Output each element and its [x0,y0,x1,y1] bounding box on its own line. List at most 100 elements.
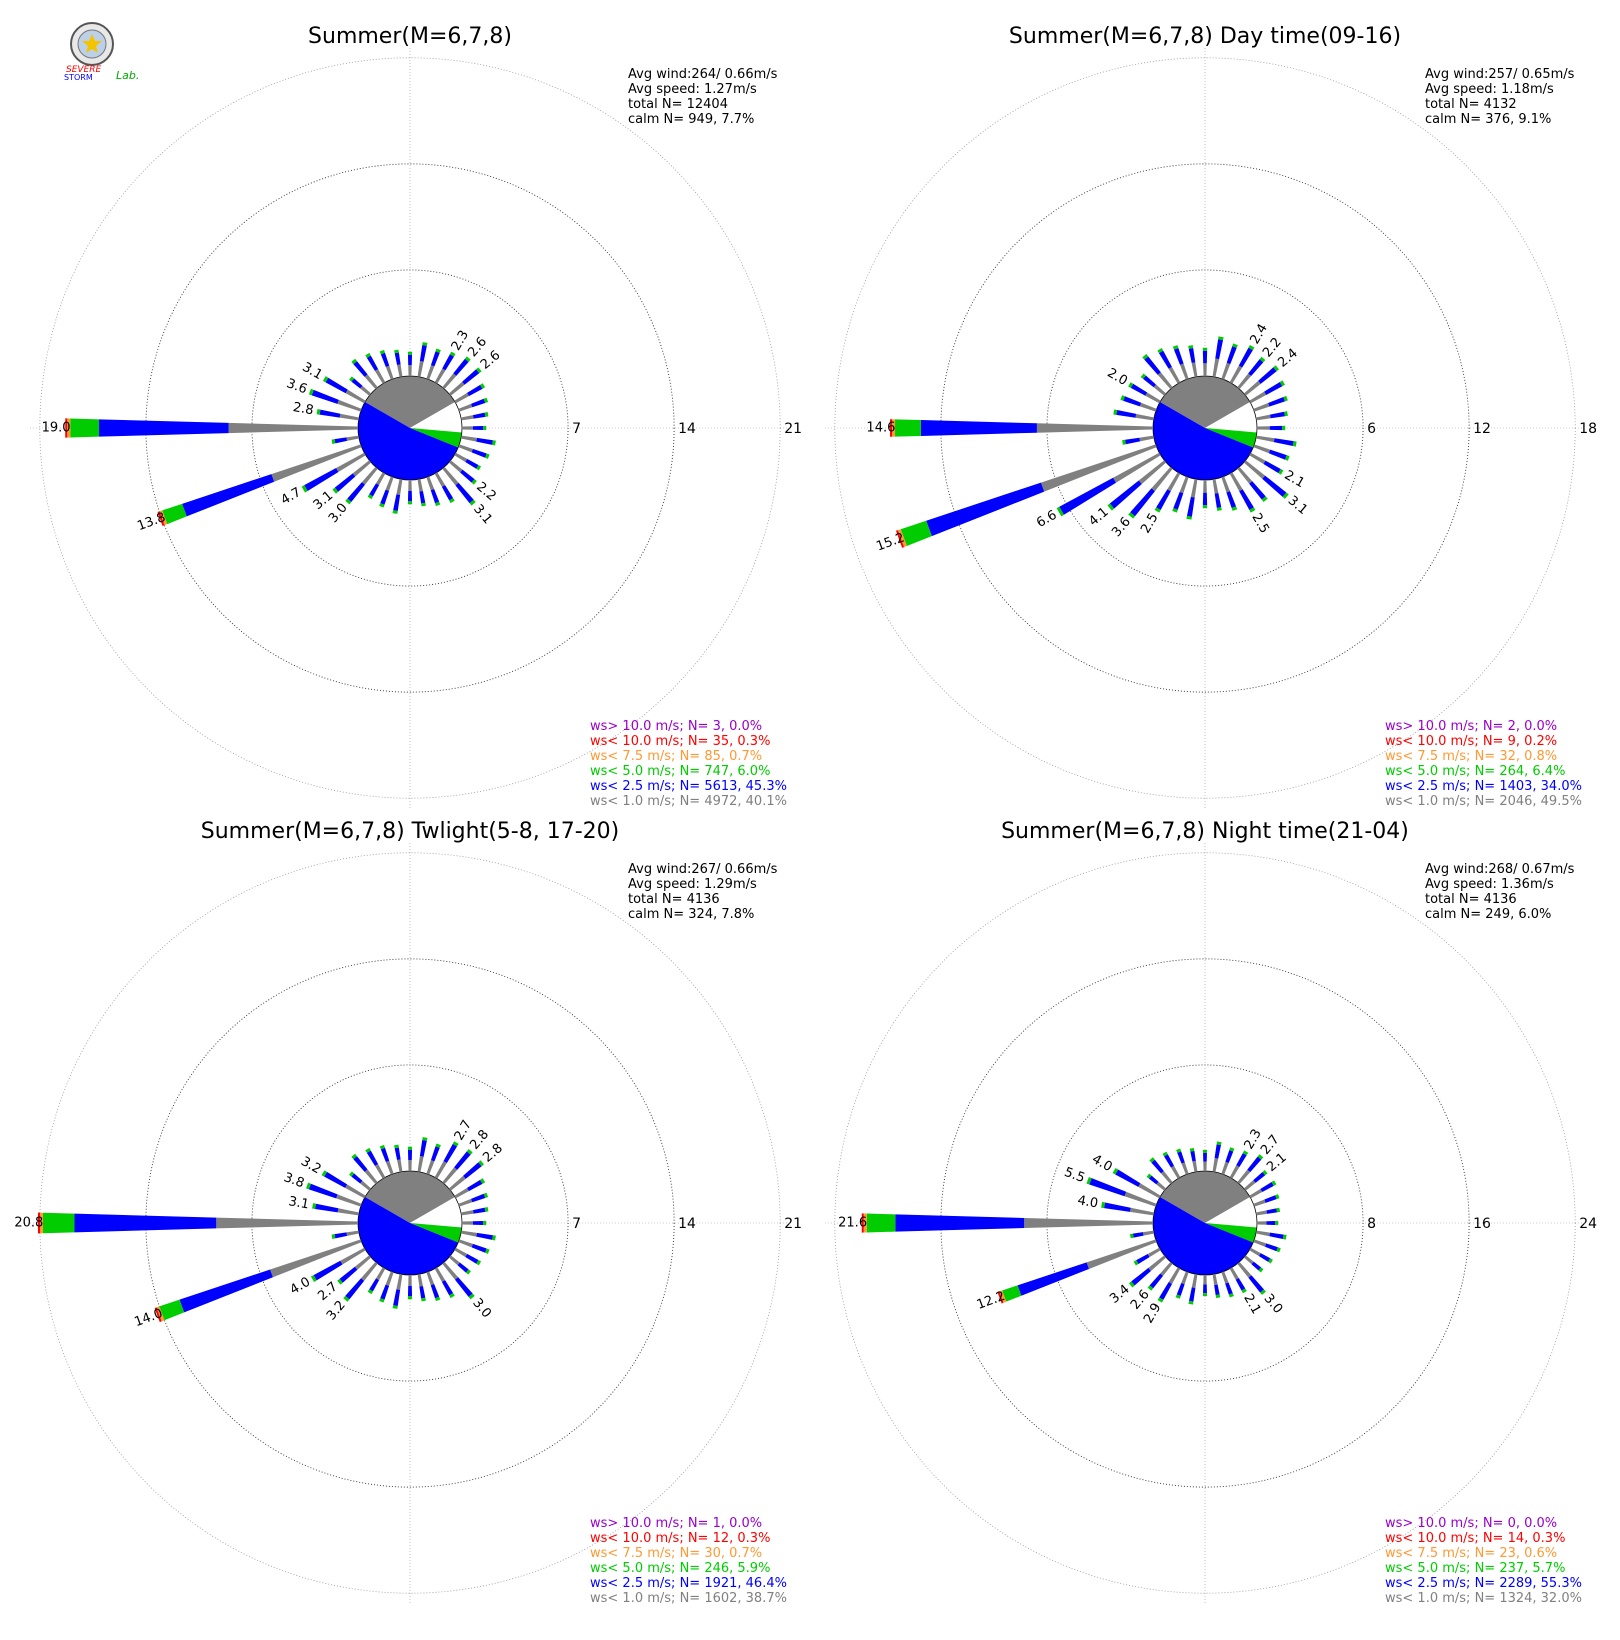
spoke-calm [1168,1267,1181,1284]
spoke-calm [1243,380,1261,396]
spoke-calm [1253,1199,1266,1207]
spoke-value-label: 21.6 [838,1216,867,1231]
spoke-lt5 [465,1269,471,1275]
spoke-lt2_5 [1203,1284,1207,1294]
spoke-lt2_5 [1164,1154,1175,1168]
spoke-calm [1255,414,1271,421]
spoke-value-label: 2.1 [1282,468,1307,491]
legend-entry: ws< 7.5 m/s; N= 85, 0.7% [590,749,762,764]
spoke-value-label: 14.0 [132,1306,164,1330]
spoke-calm [442,1261,459,1280]
spoke-lt2_5 [1215,339,1224,360]
spoke-lt2_5 [1158,350,1172,369]
chart-title: Summer(M=6,7,8) Day time(09-16) [1009,24,1401,49]
legend-entry: ws< 2.5 m/s; N= 2289, 55.3% [1385,1576,1582,1591]
spoke-calm [1237,373,1252,390]
spoke-lt2_5 [442,354,454,371]
spoke-calm [346,435,360,441]
spoke-lt5 [351,358,357,365]
spoke-calm [339,413,360,421]
legend-entry: ws< 5.0 m/s; N= 747, 6.0% [590,764,770,779]
spoke-lt5 [1292,441,1297,447]
spoke-lt5 [484,1207,489,1212]
spoke-lt2_5 [1269,425,1283,431]
spoke-calm [1148,1255,1167,1271]
spoke-lt10 [37,1212,40,1234]
spoke-lt5 [421,502,426,507]
spoke-calm [1221,476,1230,493]
spoke-lt2_5 [1130,488,1155,517]
spoke-calm [1203,1274,1207,1285]
spoke-lt5 [1056,506,1064,517]
spoke-lt2_5 [1248,1275,1264,1293]
spoke-lt2_5 [455,482,474,504]
stat-avg-wind: Avg wind:268/ 0.67m/s [1425,862,1575,877]
spoke-lt2_5 [1144,356,1161,375]
spoke-lt5 [1189,1147,1195,1152]
spoke-lt5 [1228,1293,1234,1298]
logo-text-lab: Lab. [116,69,139,82]
spoke-value-label: 3.0 [469,1296,494,1321]
spoke-calm [1255,1210,1268,1216]
spoke-lt2_5 [467,1179,483,1192]
spoke-lt2_5 [1159,1282,1173,1300]
spoke-lt5 [480,383,486,389]
spoke-calm [1147,1247,1161,1258]
spoke-calm [374,369,386,384]
spoke-lt5 [483,1192,489,1198]
spoke-value-label: 4.0 [288,1275,313,1298]
spoke-calm [1151,466,1173,492]
spoke-calm [426,365,435,380]
spoke-lt5 [310,1275,317,1283]
spoke-calm [336,452,366,473]
spoke-lt2_5 [366,355,379,371]
spoke-lt2_5 [430,1146,440,1162]
spoke-lt2_5 [325,377,348,394]
spoke-calm [461,426,473,430]
spoke-lt5 [1202,505,1208,509]
spoke-lt2_5 [453,358,469,376]
spoke-lt5 [1186,515,1192,520]
spoke-lt10 [890,419,893,437]
spoke-calm [458,444,473,453]
spoke-calm [1167,472,1181,492]
spoke-lt7_5 [159,510,168,526]
range-ring-1 [1046,1064,1364,1382]
spoke-calm [1203,363,1207,377]
spoke-lt5 [1275,1220,1279,1226]
spoke-lt5 [345,498,352,505]
spoke-calm [1192,1160,1198,1173]
spoke-calm [408,365,412,377]
spoke-lt2_5 [1239,489,1254,510]
spoke-lt5 [476,1259,482,1266]
spoke-calm [434,368,446,384]
spoke-lt5 [449,351,456,357]
spoke-lt5 [449,498,455,504]
spoke-calm [1138,460,1167,485]
spoke-lt2_5 [353,1156,368,1172]
spoke-calm [1249,1188,1263,1199]
spoke-calm [448,381,465,396]
stat-avg-speed: Avg speed: 1.18m/s [1425,82,1554,97]
spoke-lt5 [1202,1293,1208,1297]
spoke-lt5 [464,356,471,362]
spoke-lt5 [1215,1294,1221,1299]
stat-total-n: total N= 12404 [628,97,728,112]
spoke-lt2_5 [460,469,475,483]
spoke-lt2_5 [1251,1261,1262,1271]
spoke-value-label: 4.0 [1089,1152,1114,1175]
spoke-calm [426,1271,435,1286]
severe-storm-lab-logo: SEVERE STORM Lab. [64,22,139,82]
spoke-lt5 [1107,503,1115,511]
spoke-lt7_5 [156,1306,165,1322]
stat-calm-n: calm N= 249, 6.0% [1425,907,1551,922]
spoke-lt2_5 [334,473,356,492]
spoke-lt5 [1262,1169,1268,1176]
spoke-lt7_5 [67,418,71,438]
spoke-calm [1212,1273,1218,1286]
spoke-calm [1135,413,1155,421]
ring-tick-label: 7 [572,1216,581,1232]
stat-avg-speed: Avg speed: 1.36m/s [1425,877,1554,892]
spoke-calm [460,1210,474,1216]
